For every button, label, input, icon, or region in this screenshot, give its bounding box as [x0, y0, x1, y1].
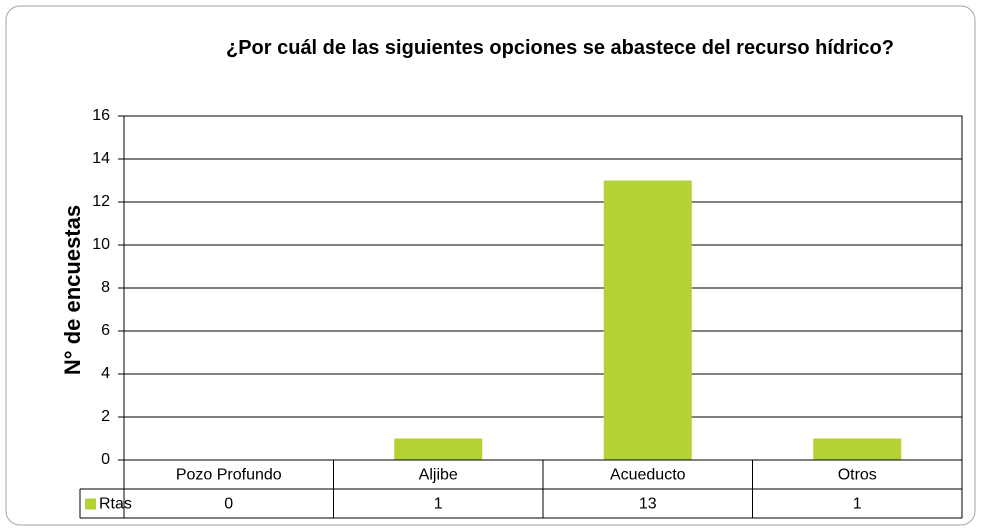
chart-title: ¿Por cuál de las siguientes opciones se … — [225, 37, 894, 59]
chart-frame — [5, 5, 976, 526]
x-tick-label: Aljibe — [419, 467, 458, 484]
bar — [813, 438, 902, 460]
bar — [394, 438, 483, 460]
y-tick-label: 0 — [101, 451, 110, 468]
x-tick-label: Pozo Profundo — [176, 467, 282, 484]
bar — [603, 180, 692, 460]
legend-label: Rtas — [99, 496, 132, 513]
legend-swatch — [85, 498, 96, 510]
y-tick-label: 16 — [92, 107, 110, 124]
x-tick-label: Otros — [838, 467, 877, 484]
y-tick-label: 14 — [92, 150, 110, 167]
y-tick-label: 2 — [101, 408, 110, 425]
data-table-value: 1 — [434, 496, 443, 513]
data-table-value: 0 — [224, 496, 233, 513]
y-tick-label: 12 — [92, 193, 110, 210]
x-tick-label: Acueducto — [610, 467, 686, 484]
data-table-value: 13 — [639, 496, 657, 513]
y-tick-label: 8 — [101, 279, 110, 296]
y-tick-label: 10 — [92, 236, 110, 253]
y-axis-label: N° de encuestas — [60, 205, 85, 375]
y-tick-label: 4 — [101, 365, 110, 382]
y-tick-label: 6 — [101, 322, 110, 339]
data-table-value: 1 — [853, 496, 862, 513]
